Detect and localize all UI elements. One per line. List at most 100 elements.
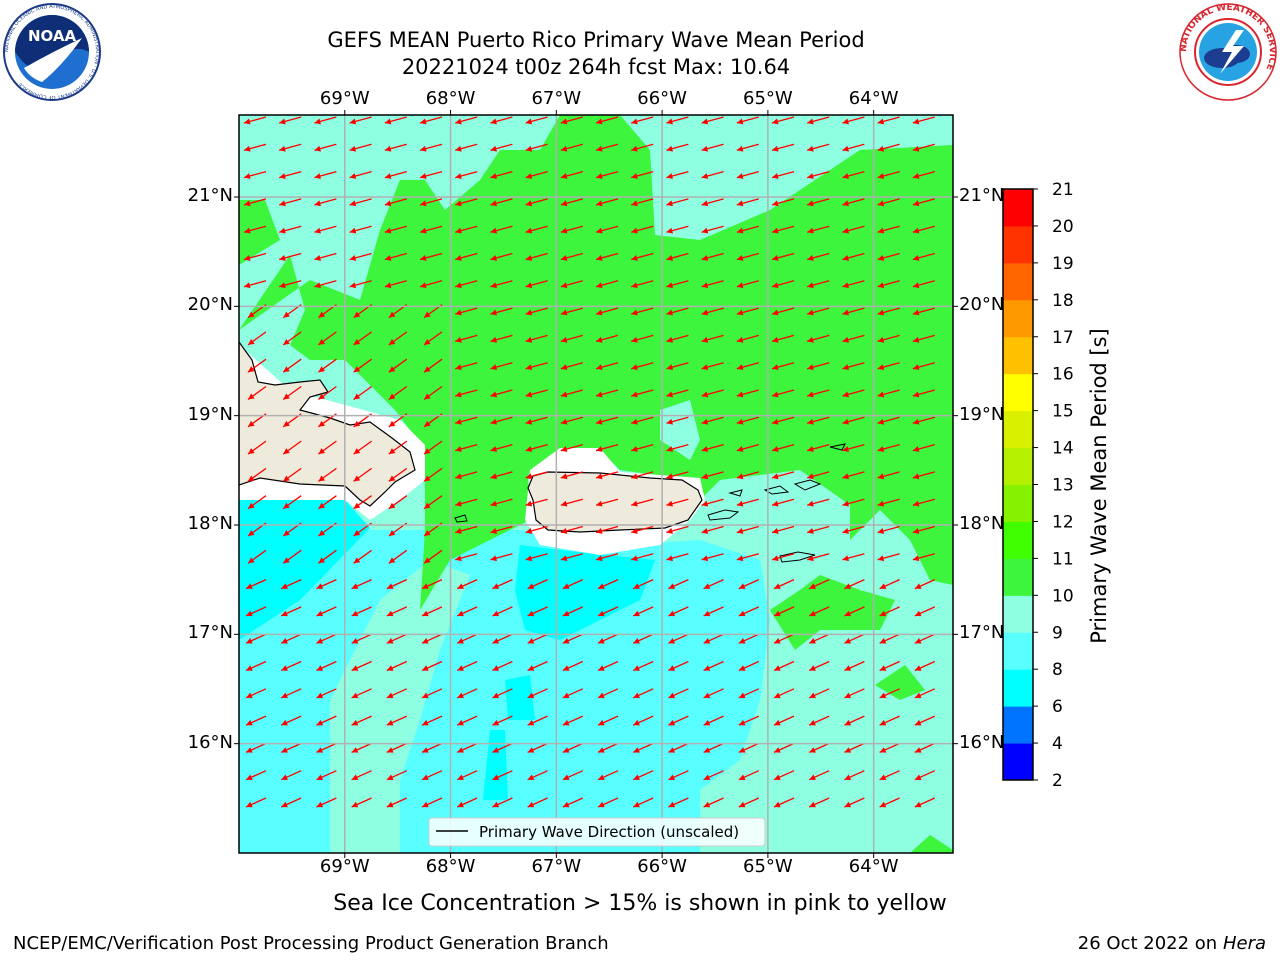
- wave-arrow-441: [280, 715, 302, 726]
- wave-arrow-255: [771, 443, 795, 452]
- wave-arrow-88: [525, 225, 548, 234]
- wave-arrow-285: [423, 495, 443, 510]
- wave-arrow-321: [282, 549, 302, 564]
- wave-arrow-247: [490, 443, 513, 452]
- field-10-11s-north: [239, 115, 953, 610]
- wave-arrow-454: [738, 715, 760, 726]
- colorbar-segment-5: [1003, 558, 1033, 596]
- wave-arrow-427: [492, 688, 513, 699]
- lat-label-left-5: 16°N: [187, 731, 233, 753]
- wave-arrow-132: [666, 280, 689, 289]
- wave-arrow-158: [877, 307, 900, 316]
- wave-arrow-76: [807, 198, 830, 207]
- wave-arrow-314: [736, 525, 759, 534]
- colorbar-segment-7: [1003, 484, 1033, 522]
- wave-arrow-248: [525, 443, 548, 452]
- wave-arrow-114: [736, 252, 759, 261]
- field-6-8s-south-pr: [515, 545, 655, 640]
- wave-arrow-108: [525, 252, 548, 261]
- wave-arrow-65: [419, 198, 443, 207]
- wave-arrow-4: [384, 116, 407, 125]
- lon-label-bottom-1: 68°W: [425, 856, 476, 877]
- wave-arrow-181: [282, 358, 302, 373]
- wave-direction-arrows: [243, 116, 936, 808]
- wave-arrow-174: [736, 334, 759, 343]
- wave-arrow-171: [631, 334, 654, 343]
- wave-arrow-125: [419, 280, 443, 289]
- wave-arrow-504: [386, 797, 408, 808]
- wave-arrow-506: [456, 797, 478, 808]
- wave-arrow-310: [595, 525, 619, 534]
- wave-arrow-173: [701, 334, 724, 343]
- wave-arrow-445: [421, 715, 443, 726]
- wave-arrow-409: [562, 660, 584, 672]
- wave-arrow-3: [349, 116, 372, 125]
- wave-arrow-459: [914, 715, 936, 726]
- wave-arrow-192: [666, 362, 689, 371]
- wave-arrow-172: [666, 334, 689, 343]
- wave-arrow-515: [773, 797, 795, 808]
- wave-arrow-60: [243, 198, 267, 207]
- wave-arrow-272: [666, 471, 689, 480]
- wave-arrow-236: [807, 416, 830, 425]
- wave-arrow-488: [527, 770, 548, 781]
- wave-arrow-411: [632, 660, 654, 672]
- wave-arrow-361: [280, 606, 302, 617]
- wave-arrow-187: [490, 362, 513, 371]
- wave-arrow-80: [243, 225, 267, 234]
- wave-arrow-110: [595, 252, 619, 261]
- wave-arrow-232: [666, 416, 689, 425]
- wave-arrow-170: [595, 334, 619, 343]
- wave-arrow-322: [318, 549, 337, 564]
- wave-arrow-355: [773, 579, 795, 590]
- wave-arrow-231: [631, 416, 654, 425]
- wave-arrow-150: [595, 307, 619, 316]
- wave-arrow-193: [701, 362, 724, 371]
- wave-arrow-368: [527, 606, 548, 617]
- wave-arrow-299: [912, 498, 935, 507]
- wave-arrow-432: [668, 688, 689, 699]
- wave-arrow-1: [279, 116, 302, 125]
- wave-arrow-70: [595, 198, 619, 207]
- wave-arrow-348: [527, 579, 548, 590]
- lon-label-bottom-5: 64°W: [848, 856, 899, 877]
- wave-arrow-319: [912, 525, 935, 534]
- wave-arrow-227: [490, 416, 513, 425]
- wave-arrow-127: [490, 280, 513, 289]
- wave-arrow-73: [701, 198, 724, 207]
- wave-arrow-444: [386, 715, 408, 726]
- field-9-10s-plume: [330, 560, 470, 853]
- wave-arrow-420: [245, 688, 267, 699]
- wave-arrow-452: [668, 715, 689, 726]
- wave-arrow-17: [842, 116, 865, 125]
- wave-arrow-381: [280, 633, 302, 644]
- wave-arrow-213: [701, 389, 724, 398]
- wave-arrow-155: [771, 307, 795, 316]
- wave-arrow-97: [842, 225, 865, 234]
- wave-arrow-481: [280, 770, 302, 781]
- colorbar-segment-13: [1003, 262, 1033, 301]
- wave-arrow-233: [701, 416, 724, 425]
- wave-arrow-199: [912, 362, 935, 371]
- legend-label: Primary Wave Direction (unscaled): [479, 823, 739, 841]
- colorbar-tick-label-4: 9: [1052, 623, 1063, 643]
- colorbar-tick-label-8: 13: [1052, 476, 1074, 496]
- wave-arrow-323: [353, 549, 372, 564]
- wave-arrow-405: [421, 660, 443, 672]
- wave-arrow-24: [384, 143, 407, 152]
- wave-arrow-376: [808, 606, 830, 617]
- map-title: GEFS MEAN Puerto Rico Primary Wave Mean …: [327, 28, 865, 52]
- wave-arrow-433: [703, 688, 724, 699]
- wave-arrow-398: [879, 633, 900, 644]
- wave-arrow-296: [807, 498, 830, 507]
- st-thomas-island: [763, 485, 790, 495]
- wave-arrow-329: [560, 553, 583, 562]
- colorbar-segment-14: [1003, 225, 1033, 264]
- colorbar-tick-label-10: 15: [1052, 402, 1074, 422]
- wave-arrow-44: [384, 170, 407, 179]
- wave-arrow-448: [527, 715, 548, 726]
- wave-arrow-403: [351, 660, 372, 672]
- wave-arrow-347: [492, 579, 513, 590]
- wave-arrow-183: [353, 358, 372, 373]
- wave-arrow-462: [316, 742, 337, 753]
